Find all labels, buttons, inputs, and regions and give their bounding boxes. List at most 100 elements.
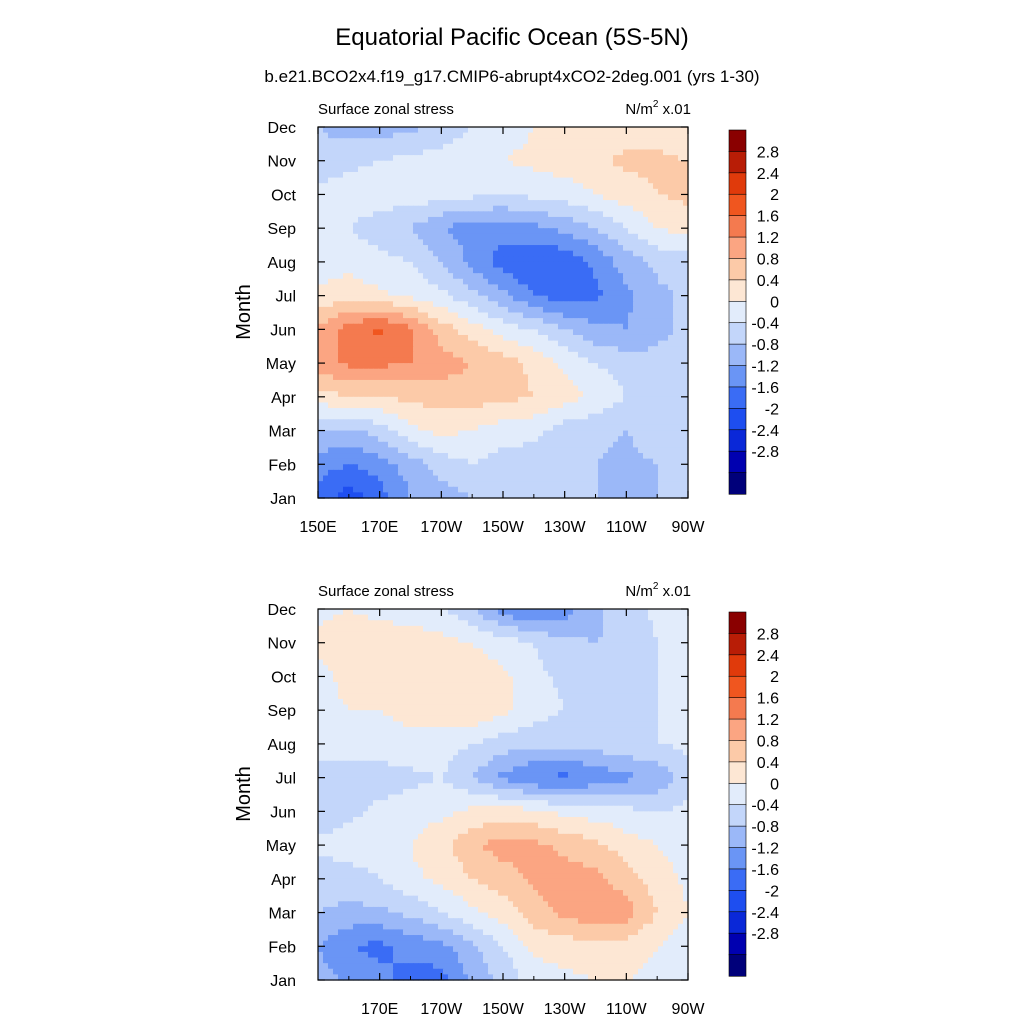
contour-cell [673,256,679,263]
contour-cell [558,205,564,212]
contour-cell [458,290,464,297]
contour-cell [438,379,444,387]
contour-cell [423,261,429,269]
contour-cell [493,166,499,173]
contour-cell [543,205,549,212]
contour-cell [328,481,334,488]
contour-cell [468,486,474,493]
contour-cell [498,211,504,218]
contour-cell [488,188,494,196]
contour-cell [413,329,419,336]
y-tick-label-apr: Apr [271,390,297,407]
contour-cell [578,228,584,235]
contour-cell [653,306,659,314]
contour-cell [478,127,484,134]
contour-cell [608,413,614,420]
contour-cell [323,464,329,471]
contour-cell [518,340,524,347]
contour-cell [508,346,514,353]
contour-cell [613,374,619,381]
contour-cell [483,233,489,241]
contour-cell [628,424,634,432]
contour-cell [373,295,379,302]
contour-cell [363,368,369,375]
contour-cell [538,475,544,482]
contour-cell [388,233,394,241]
contour-cell [593,441,599,449]
contour-cell [528,368,534,375]
x-tick-label-170e: 170E [361,519,398,536]
contour-cell [398,228,404,235]
contour-cell [393,464,399,471]
contour-cell [413,323,419,330]
contour-cell [353,402,359,409]
contour-cell [338,346,344,353]
contour-cell [498,250,504,257]
contour-cell [428,228,434,235]
contour-cell [653,228,659,235]
contour-cell [598,424,604,432]
contour-cell [678,183,684,190]
contour-cell [458,413,464,420]
contour-cell [573,379,579,387]
contour-cell [673,127,679,134]
contour-cell [603,464,609,471]
contour-cell [508,357,514,364]
contour-cell [653,222,659,229]
contour-cell [448,127,454,134]
contour-cell [398,430,404,437]
contour-cell [638,132,644,139]
contour-cell [608,273,614,280]
contour-cell [353,312,359,319]
contour-cell [533,239,539,246]
contour-cell [403,132,409,139]
contour-cell [408,430,414,437]
contour-cell [498,351,504,359]
contour-cell [433,278,439,285]
contour-cell [448,391,454,398]
contour-cell [483,453,489,460]
contour-cell [493,464,499,471]
contour-cell [408,424,414,432]
contour-cell [353,475,359,482]
contour-cell [418,233,424,241]
contour-cell [378,464,384,471]
contour-cell [598,441,604,449]
contour-cell [363,492,369,499]
contour-cell [343,143,349,151]
contour-cell [363,340,369,347]
contour-cell [403,430,409,437]
colorbar-box [728,429,747,452]
contour-cell [358,385,364,392]
contour-cell [488,295,494,302]
contour-cell [628,160,634,167]
contour-cell [488,250,494,257]
contour-cell [318,419,324,426]
contour-cell [428,306,434,314]
contour-cell [493,295,499,302]
contour-cell [518,143,524,151]
contour-cell [503,211,509,218]
contour-cell [378,273,384,280]
contour-cell [538,396,544,404]
contour-cell [638,239,644,246]
contour-cell [533,391,539,398]
contour-cell [443,194,449,201]
contour-cell [503,368,509,375]
contour-cell [393,273,399,280]
contour-cell [388,441,394,449]
contour-cell [488,284,494,291]
contour-cell [348,138,354,145]
contour-cell [393,323,399,330]
contour-cell [353,295,359,302]
contour-cell [428,402,434,409]
contour-cell [553,464,559,471]
contour-cell [383,306,389,314]
contour-cell [593,127,599,134]
contour-cell [523,486,529,493]
contour-cell [468,424,474,432]
contour-cell [473,391,479,398]
contour-cell [518,453,524,460]
contour-cell [388,295,394,302]
contour-cell [438,273,444,280]
